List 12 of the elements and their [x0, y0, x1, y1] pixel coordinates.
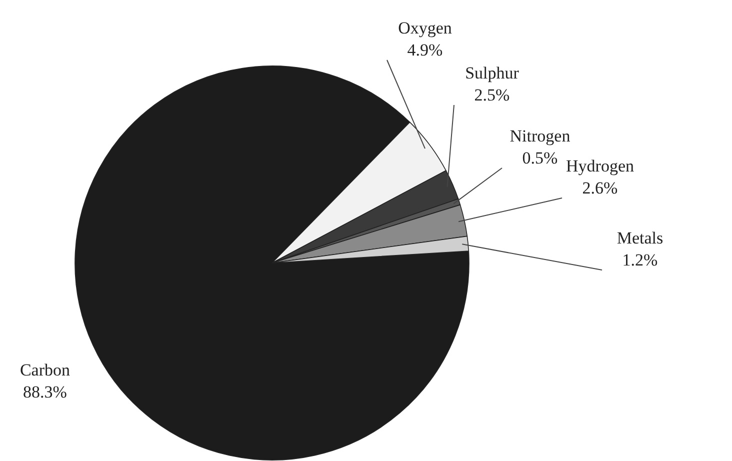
slice-label: Nitrogen [510, 126, 571, 146]
slice-label: Hydrogen [566, 156, 634, 176]
data-label: 4.9% [407, 40, 443, 60]
slice-label: Oxygen [398, 18, 452, 38]
slice-label: Carbon [20, 360, 71, 380]
data-label: 1.2% [622, 250, 658, 270]
data-label: 2.6% [582, 178, 618, 198]
data-label: 0.5% [522, 148, 558, 168]
data-label: 88.3% [23, 382, 67, 402]
slice-label: Metals [616, 228, 664, 248]
data-label: 2.5% [474, 86, 510, 105]
slice-label: Sulphur [465, 64, 520, 83]
